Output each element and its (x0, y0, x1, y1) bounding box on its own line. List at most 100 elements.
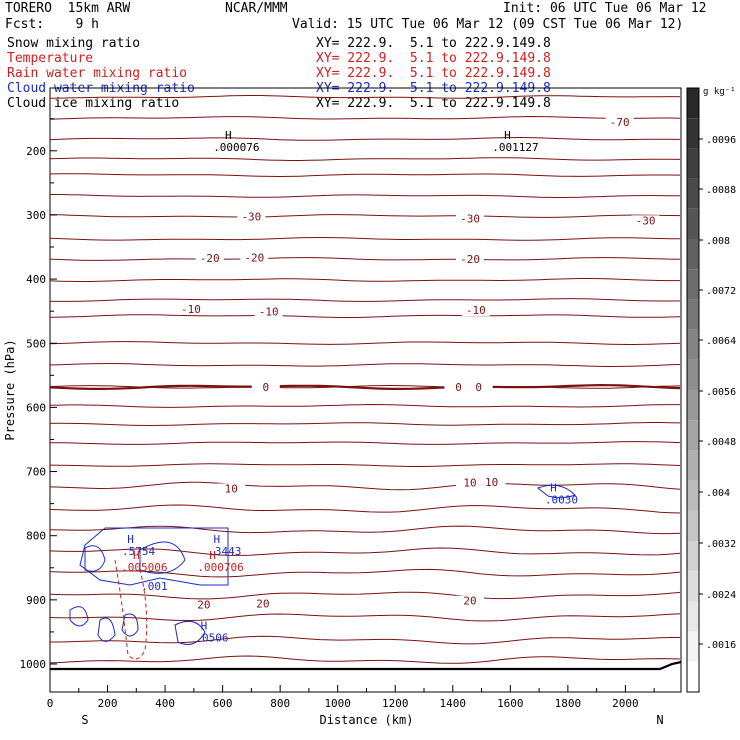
colorbar-cell (687, 390, 699, 421)
extremum-marker: H (133, 549, 140, 562)
valid-time: Valid: 15 UTC Tue 06 Mar 12 (09 CST Tue … (292, 17, 684, 32)
isotherm-label-bg (456, 595, 485, 607)
extremum-value: .5754 (122, 545, 155, 558)
x-tick-label: 400 (155, 697, 175, 710)
colorbar-cell (687, 450, 699, 481)
plot-frame (49, 87, 682, 693)
isotherm-line (49, 568, 681, 578)
isotherm-line (49, 136, 681, 141)
isotherm-label-bg (217, 483, 246, 495)
legend-temp-xy: XY= 222.9. 5.1 to 222.9.149.8 (316, 51, 551, 66)
extremum-value: .0506 (195, 632, 228, 645)
extremum-marker: H (225, 129, 232, 142)
isotherm-line (49, 115, 681, 120)
cloud-water-contour (69, 606, 89, 627)
isotherm-line (50, 441, 681, 445)
extremum-value: .001 (141, 580, 168, 593)
colorbar-tick-label: .0032 (706, 539, 736, 550)
legend-snow-name: Snow mixing ratio (7, 36, 141, 51)
isotherm-label: -30 (636, 214, 656, 227)
isotherm-label: -20 (244, 251, 264, 264)
freezing-level-line (49, 383, 681, 390)
isotherm-line (49, 257, 681, 261)
isotherm-line (49, 504, 681, 514)
colorbar-cell (687, 208, 699, 239)
colorbar-tick-label: .004 (706, 488, 730, 499)
y-tick-label: 500 (26, 337, 46, 350)
isotherm-label-bg (456, 477, 485, 489)
legend-cloudice-xy: XY= 222.9. 5.1 to 222.9.149.8 (316, 96, 551, 111)
cloud-water-contour (97, 617, 116, 642)
cloud-water-contours (69, 484, 576, 645)
isotherm-label-bg (631, 215, 660, 227)
legend-rain-xy: XY= 222.9. 5.1 to 222.9.149.8 (316, 66, 551, 81)
colorbar-cell (687, 178, 699, 209)
y-axis-title: Pressure (hPa) (3, 339, 17, 440)
extremum-value: .005006 (121, 561, 167, 574)
colorbar-cell (687, 118, 699, 149)
isotherm-line (50, 194, 681, 199)
isotherm-label: -10 (181, 303, 201, 316)
isotherm-label: 10 (485, 476, 498, 489)
x-axis-title: Distance (km) (320, 713, 414, 727)
y-tick-label: 300 (26, 209, 46, 222)
colorbar-cell (687, 510, 699, 541)
x-tick-label: 1400 (440, 697, 467, 710)
isotherm-line (49, 214, 681, 218)
isotherm-line (49, 525, 681, 535)
cloud-water-contour (174, 620, 206, 645)
x-tick-label: 0 (47, 697, 54, 710)
isotherm-label: -20 (460, 253, 480, 266)
colorbar-cell (687, 329, 699, 360)
org-label: NCAR/MMM (225, 1, 288, 16)
x-tick-label: 2000 (612, 697, 639, 710)
colorbar-tick-label: .0016 (706, 640, 736, 651)
extremum-value: .000706 (197, 561, 243, 574)
isotherm-label: 20 (256, 597, 269, 610)
colorbar-cell (687, 148, 699, 179)
isotherm-label: -20 (200, 252, 220, 265)
isotherm-label-bg (456, 253, 485, 265)
isotherm-label: 0 (475, 381, 482, 394)
y-tick-label: 200 (26, 145, 46, 158)
colorbar-cell (687, 571, 699, 602)
isotherm-line (49, 298, 681, 302)
x-tick-label: 1000 (324, 697, 351, 710)
isotherm-label-bg (477, 477, 506, 489)
isotherm-line (50, 635, 680, 645)
isotherm-label: -30 (460, 212, 480, 225)
y-tick-label: 600 (26, 401, 46, 414)
cloud-water-contour (84, 545, 106, 572)
isotherm-label: -70 (610, 116, 630, 129)
isotherm-group (49, 95, 681, 664)
cloud-water-contour (121, 613, 139, 637)
isotherm-line (49, 236, 681, 241)
legend-temp-name: Temperature (7, 51, 94, 66)
y-tick-label: 700 (26, 466, 46, 479)
colorbar-frame (686, 87, 700, 693)
cloud-water-contour (139, 541, 186, 574)
isotherm-label-bg (248, 598, 277, 610)
colorbar-cell (687, 661, 699, 692)
x-tick-label: 200 (98, 697, 118, 710)
colorbar-tick-label: .0048 (706, 437, 736, 448)
isotherm-label-bg (176, 303, 205, 315)
isotherm-label: -30 (241, 210, 261, 223)
colorbar-tick-label: .008 (706, 236, 730, 247)
colorbar-cell (687, 601, 699, 632)
colorbar-cell (687, 299, 699, 330)
isotherm-label: -10 (259, 305, 279, 318)
isotherm-label-bg (464, 382, 493, 394)
isotherm-line (49, 157, 681, 161)
extremum-value: .0030 (545, 494, 578, 507)
isotherm-label: -10 (466, 304, 486, 317)
y-tick-label: 900 (26, 594, 46, 607)
isotherm-label: 20 (197, 599, 210, 612)
colorbar-cell (687, 239, 699, 270)
colorbar-cell (687, 631, 699, 662)
colorbar-cell (687, 480, 699, 511)
forecast-hour: Fcst: 9 h (5, 17, 99, 32)
isotherm-line (49, 341, 681, 346)
isotherm-label-bg (444, 382, 473, 394)
extremum-marker: H (209, 549, 216, 562)
